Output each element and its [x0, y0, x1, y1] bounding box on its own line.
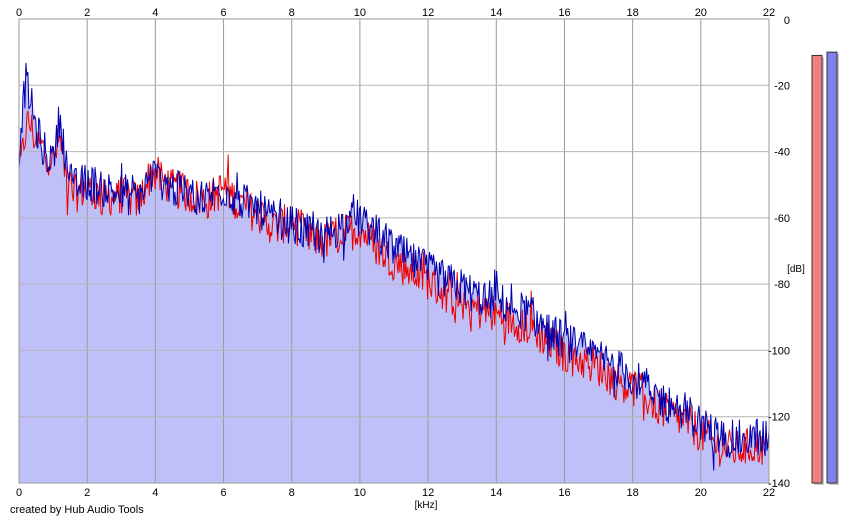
y-axis-ticks: 0 -20 -40 -60 -80 -100 -120 -140 — [768, 15, 790, 490]
level-meters — [811, 51, 839, 486]
spectrum-series — [18, 62, 770, 471]
x-tick-label-bottom: 10 — [354, 487, 366, 499]
x-tick-label-bottom: 4 — [152, 487, 158, 499]
x-tick-label-top: 0 — [16, 7, 22, 19]
level-meter-1 — [811, 54, 823, 484]
y-tick-label: -60 — [774, 213, 790, 225]
x-tick-label-top: 20 — [695, 7, 707, 19]
x-tick-label-top: 18 — [627, 7, 639, 19]
x-axis-bottom-ticks: 0 2 4 6 8 10 12 14 16 18 20 22 — [16, 487, 775, 499]
y-tick-label: -20 — [774, 80, 790, 92]
y-tick-label: -120 — [768, 412, 790, 424]
y-tick-label: -40 — [774, 147, 790, 159]
x-axis-unit-label: [kHz] — [415, 500, 438, 511]
x-tick-label-top: 2 — [84, 7, 90, 19]
x-tick-label-bottom: 16 — [558, 487, 570, 499]
y-axis-unit-label: [dB] — [787, 264, 805, 275]
x-tick-label-top: 6 — [220, 7, 226, 19]
y-tick-label: -100 — [768, 345, 790, 357]
spectrum-line-1 — [18, 110, 770, 467]
x-tick-label-bottom: 22 — [763, 487, 775, 499]
x-tick-label-top: 22 — [763, 7, 775, 19]
credit-text: created by Hub Audio Tools — [10, 504, 144, 516]
chart-grid — [19, 19, 769, 483]
x-tick-label-bottom: 12 — [422, 487, 434, 499]
x-tick-label-top: 4 — [152, 7, 158, 19]
plot-frame — [18, 18, 770, 484]
x-tick-label-bottom: 14 — [490, 487, 502, 499]
y-tick-label: -80 — [774, 279, 790, 291]
spectrum-line-2 — [18, 62, 770, 471]
x-tick-label-top: 12 — [422, 7, 434, 19]
y-tick-label: 0 — [784, 15, 790, 27]
y-tick-label: -140 — [768, 478, 790, 490]
x-tick-label-top: 8 — [289, 7, 295, 19]
x-tick-label-top: 14 — [490, 7, 502, 19]
x-tick-label-bottom: 8 — [289, 487, 295, 499]
x-tick-label-top: 16 — [558, 7, 570, 19]
x-tick-label-bottom: 6 — [220, 487, 226, 499]
x-tick-label-bottom: 20 — [695, 487, 707, 499]
x-axis-top-ticks: 0 2 4 6 8 10 12 14 16 18 20 22 — [16, 7, 775, 19]
x-tick-label-bottom: 0 — [16, 487, 22, 499]
x-tick-label-bottom: 18 — [627, 487, 639, 499]
x-tick-label-top: 10 — [354, 7, 366, 19]
level-meter-2 — [826, 51, 838, 484]
x-tick-label-bottom: 2 — [84, 487, 90, 499]
